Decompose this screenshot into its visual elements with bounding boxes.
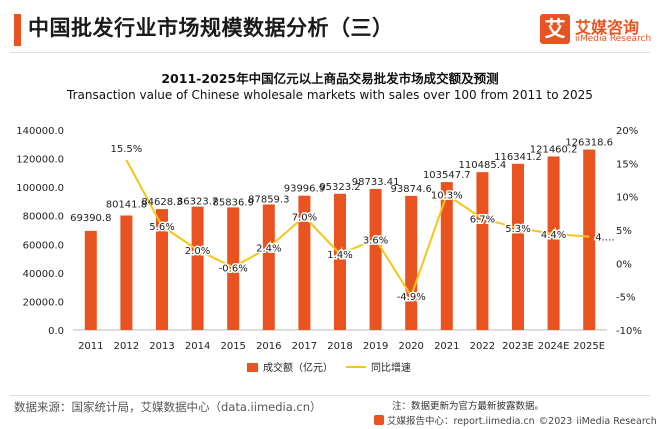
y-left-tick-label: 80000.0 <box>23 212 64 223</box>
x-tick-label: 2011 <box>78 341 103 352</box>
bar <box>440 182 453 330</box>
x-tick-label: 2019 <box>363 341 388 352</box>
bar-value-label: 85836.9 <box>213 197 254 208</box>
footer-credits: 艾媒报告中心：report.iimedia.cn ©2023 iiMedia Res… <box>374 413 660 427</box>
y-left-tick-label: 100000.0 <box>16 183 64 194</box>
bar-value-label: 126318.6 <box>565 138 613 149</box>
x-tick-label: 2024E <box>538 341 570 352</box>
bar <box>369 188 382 330</box>
legend-bar-label: 成交额（亿元） <box>263 361 333 374</box>
x-tick-label: 2015 <box>220 341 245 352</box>
title-accent-bar <box>14 14 21 46</box>
x-tick-label: 2021 <box>434 341 459 352</box>
growth-rate-label: 2.4% <box>256 243 281 254</box>
report-center-icon <box>374 415 384 425</box>
bar <box>512 163 524 330</box>
bar <box>476 172 489 330</box>
y-right-tick-label: -10% <box>616 326 642 337</box>
bar-value-label: 93996.9 <box>284 184 325 195</box>
growth-rate-label: 6.7% <box>470 215 495 226</box>
growth-rate-label: 7.0% <box>292 213 317 224</box>
bar-value-label: 95323.2 <box>319 182 360 193</box>
growth-rate-label: 10.3% <box>431 191 463 202</box>
bar <box>547 156 560 330</box>
y-right-tick-label: 0% <box>616 259 632 270</box>
bar <box>334 193 346 330</box>
bar <box>583 149 596 330</box>
bar-value-label: 103547.7 <box>423 170 471 181</box>
y-left-tick-label: 40000.0 <box>23 269 64 280</box>
bar-value-label: 87859.3 <box>248 194 289 205</box>
x-tick-label: 2025E <box>573 341 605 352</box>
bar-value-label: 69390.8 <box>70 213 111 224</box>
bar-value-label: 86323.7 <box>177 197 218 208</box>
growth-rate-label: 2.0% <box>185 246 210 257</box>
growth-rate-label: 4.4% <box>541 230 566 241</box>
y-left-tick-label: 140000.0 <box>16 126 64 137</box>
growth-rate-label: 1.4% <box>327 250 352 261</box>
footer-divider <box>10 395 650 396</box>
x-tick-label: 2017 <box>292 341 317 352</box>
growth-rate-label: 15.5% <box>111 144 143 155</box>
x-tick-label: 2018 <box>327 341 352 352</box>
x-tick-label: 2023E <box>502 341 534 352</box>
x-tick-label: 2013 <box>149 341 174 352</box>
x-tick-label: 2020 <box>398 341 423 352</box>
chart-title-en: Transaction value of Chinese wholesale m… <box>67 88 593 102</box>
logo-name-cn: 艾媒咨询 <box>575 18 640 37</box>
y-right-tick-label: -5% <box>616 293 635 304</box>
y-left-tick-label: 20000.0 <box>23 297 64 308</box>
bar-value-label: 110485.4 <box>459 160 507 171</box>
bar-value-label: 121460.2 <box>530 144 578 155</box>
bar-value-label: 98733.41 <box>352 177 400 188</box>
y-right-tick-label: 10% <box>616 193 638 204</box>
growth-rate-label: 3.6% <box>363 235 388 246</box>
bar <box>191 206 204 330</box>
bar <box>227 207 240 330</box>
bar <box>298 195 311 330</box>
y-left-tick-label: 60000.0 <box>23 240 64 251</box>
report-site: 艾媒报告中心：report.iimedia.cn <box>387 416 535 427</box>
bar-value-label: 93874.6 <box>391 184 432 195</box>
copyright: ©2023 <box>538 416 573 427</box>
company-name: iiMedia Research Inc <box>576 416 660 427</box>
logo-name-en: iiMedia Research <box>575 34 652 44</box>
bar <box>262 204 275 330</box>
bar <box>120 215 133 330</box>
growth-rate-label: 5.3% <box>505 224 530 235</box>
logo-mark: 艾 <box>540 14 570 44</box>
chart-title-cn: 2011-2025年中国亿元以上商品交易批发市场成交额及预测 <box>161 71 499 86</box>
bar-value-label: 80141.8 <box>106 200 147 211</box>
data-source: 数据来源：国家统计局，艾媒数据中心（data.iimedia.cn） <box>14 400 322 414</box>
x-tick-label: 2022 <box>470 341 495 352</box>
bar-value-label: 116341.2 <box>494 152 542 163</box>
y-right-tick-label: 15% <box>616 159 638 170</box>
x-tick-label: 2012 <box>114 341 139 352</box>
data-note: 注：数据更新为官方最新披露数据。 <box>392 401 545 412</box>
growth-rate-label: 5.6% <box>149 222 174 233</box>
header-divider <box>10 52 650 53</box>
growth-rate-label: 4.… <box>595 233 615 244</box>
bar <box>405 195 418 330</box>
bar <box>156 209 168 330</box>
legend-bar-swatch <box>247 363 258 372</box>
page-title: 中国批发行业市场规模数据分析（三） <box>28 16 394 40</box>
bar <box>84 230 97 330</box>
iimedia-logo: 艾 艾媒咨询 iiMedia Research <box>540 14 652 48</box>
legend-line-label: 同比增速 <box>371 361 411 374</box>
growth-line <box>125 159 590 299</box>
x-tick-label: 2016 <box>256 341 281 352</box>
y-right-tick-label: 20% <box>616 126 638 137</box>
x-tick-label: 2014 <box>185 341 210 352</box>
y-left-tick-label: 120000.0 <box>16 155 64 166</box>
growth-rate-label: -0.6% <box>219 263 248 274</box>
y-right-tick-label: 5% <box>616 226 632 237</box>
growth-rate-label: -4.9% <box>397 292 426 303</box>
y-left-tick-label: 0.0 <box>48 326 64 337</box>
bar-value-label: 84628.3 <box>141 197 182 208</box>
